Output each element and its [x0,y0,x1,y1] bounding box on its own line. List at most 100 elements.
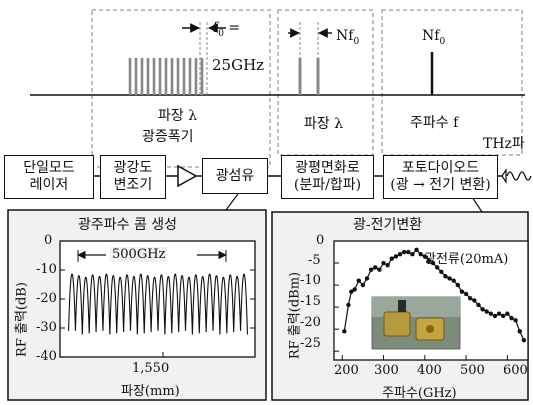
data-point-8 [373,265,378,270]
data-point-14 [397,252,403,257]
right-xtick-200: 200 [334,363,359,378]
polarization-line2: (분파/합파) [293,177,362,193]
left-plot-area [59,240,256,358]
modulator-block: 광강도 변조기 [100,155,166,199]
data-point-11 [385,263,390,268]
left-ytick-3: -30 [36,320,57,335]
data-point-26 [447,276,452,281]
comb-series [68,273,248,335]
nf-label-2: Nf0 [336,28,360,47]
left-ytick-1: -10 [36,262,57,277]
data-point-33 [476,302,481,308]
right-ytick-1: -5 [308,253,321,268]
polarization-line1: 광평면화로 [295,160,360,176]
right-xtick-500: 500 [460,363,485,378]
data-point-19 [418,252,423,257]
right-xtick-300: 300 [374,363,399,378]
spectrum1-comb [128,58,204,95]
photo-screw [426,325,434,333]
data-point-42 [513,318,518,323]
data-point-37 [492,313,498,319]
data-point-21 [426,258,432,264]
amplifier-caption: 광증폭기 [142,129,194,145]
modulator-line1: 광강도 [113,160,153,176]
data-point-4 [356,278,361,283]
spectrum3-xlabel: 주파수 f [410,115,459,131]
polarization-block: 광평면화로 (분파/합파) [281,155,374,199]
right-ytick-2: -10 [300,273,321,288]
f0-label: f0 = [213,20,241,39]
right-xtick-600: 600 [503,363,528,378]
laser-line1: 단일모드 [23,160,75,176]
data-point-3 [352,287,357,292]
thz-wave-icon [501,168,507,184]
photo-block-left [383,311,411,337]
data-point-7 [368,267,374,272]
data-point-29 [459,289,465,294]
right-legend: 광전류(20mA) [424,252,509,267]
callout-left [225,193,239,211]
data-point-36 [488,311,494,316]
photodiode-line2: (광 → 전기 변환) [390,177,491,193]
spectrum2-xlabel: 파장 λ [304,116,344,132]
photodiode-line1: 포토다이오드 [401,160,480,176]
data-point-13 [393,254,399,259]
left-chart [59,240,256,358]
data-point-24 [439,269,444,275]
thz-output-label: THz파 [483,136,525,152]
data-point-25 [443,274,448,279]
comb-spacing-annotation: 500GHz [110,247,168,262]
left-ylabel: RF 출력(dB) [14,282,30,357]
data-point-44 [521,337,527,343]
laser-line2: 레이저 [29,177,69,193]
data-point-34 [480,307,485,312]
right-panel-title: 광-전기변환 [353,217,423,233]
data-point-2 [349,289,354,294]
right-ytick-3: -15 [300,294,321,309]
data-point-22 [430,260,436,266]
data-point-15 [401,249,407,255]
data-point-5 [360,282,366,288]
f0-value: 25GHz [212,56,265,74]
data-point-40 [505,311,510,316]
right-xlabel: 주파수(GHz) [382,386,457,401]
data-point-10 [381,260,386,266]
left-ytick-0: 0 [44,233,53,248]
data-point-38 [496,311,502,316]
amplifier-triangle [177,164,198,188]
data-point-31 [468,296,473,301]
data-point-35 [484,309,489,314]
data-point-1 [346,302,351,308]
data-point-16 [406,249,411,255]
data-point-17 [410,252,415,257]
data-point-0 [342,329,347,334]
laser-block: 단일모드 레이저 [4,155,94,199]
data-point-18 [414,247,419,253]
right-ytick-0: 0 [316,233,325,248]
left-ytick-2: -20 [36,291,57,306]
spectrum1-xlabel: 파장 λ [158,108,198,124]
spectrum3-frame [381,9,523,156]
data-point-6 [364,276,370,281]
fiber-block: 광섬유 [202,158,268,194]
data-point-30 [463,291,469,297]
data-point-23 [434,265,440,270]
nf-label-3: Nf0 [422,28,446,47]
photo-connector [398,300,406,312]
data-point-41 [509,315,514,321]
data-point-9 [377,267,382,272]
data-point-12 [389,256,394,261]
left-xtick: 1,550 [132,361,170,376]
data-point-43 [517,329,522,334]
fiber-label: 광섬유 [215,167,255,184]
right-chart [333,240,529,361]
right-xtick-400: 400 [417,363,442,378]
photodiode-block: 포토다이오드 (광 → 전기 변환) [383,155,498,199]
left-panel-title: 광주파수 콤 생성 [78,217,178,233]
left-ytick-4: -40 [36,349,57,364]
device-photo [371,296,461,350]
left-xlabel: 파장(mm) [121,384,180,399]
modulator-line2: 변조기 [113,177,153,193]
